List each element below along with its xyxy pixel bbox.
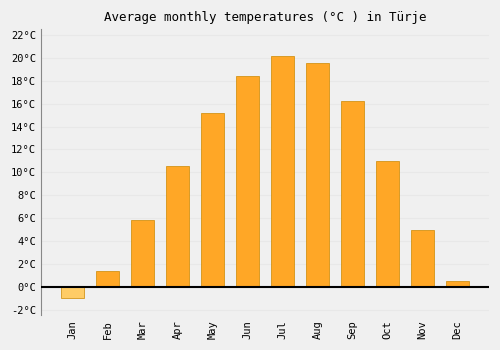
Bar [131, 220, 154, 287]
Bar [271, 56, 294, 287]
Bar [201, 113, 224, 287]
Bar [306, 63, 328, 287]
Bar [96, 271, 119, 287]
Bar [446, 281, 468, 287]
Bar [62, 287, 84, 298]
Bar [411, 230, 434, 287]
Bar [236, 76, 259, 287]
Bar [376, 161, 398, 287]
Title: Average monthly temperatures (°C ) in Türje: Average monthly temperatures (°C ) in Tü… [104, 11, 426, 24]
Bar [166, 166, 189, 287]
Bar [341, 102, 363, 287]
